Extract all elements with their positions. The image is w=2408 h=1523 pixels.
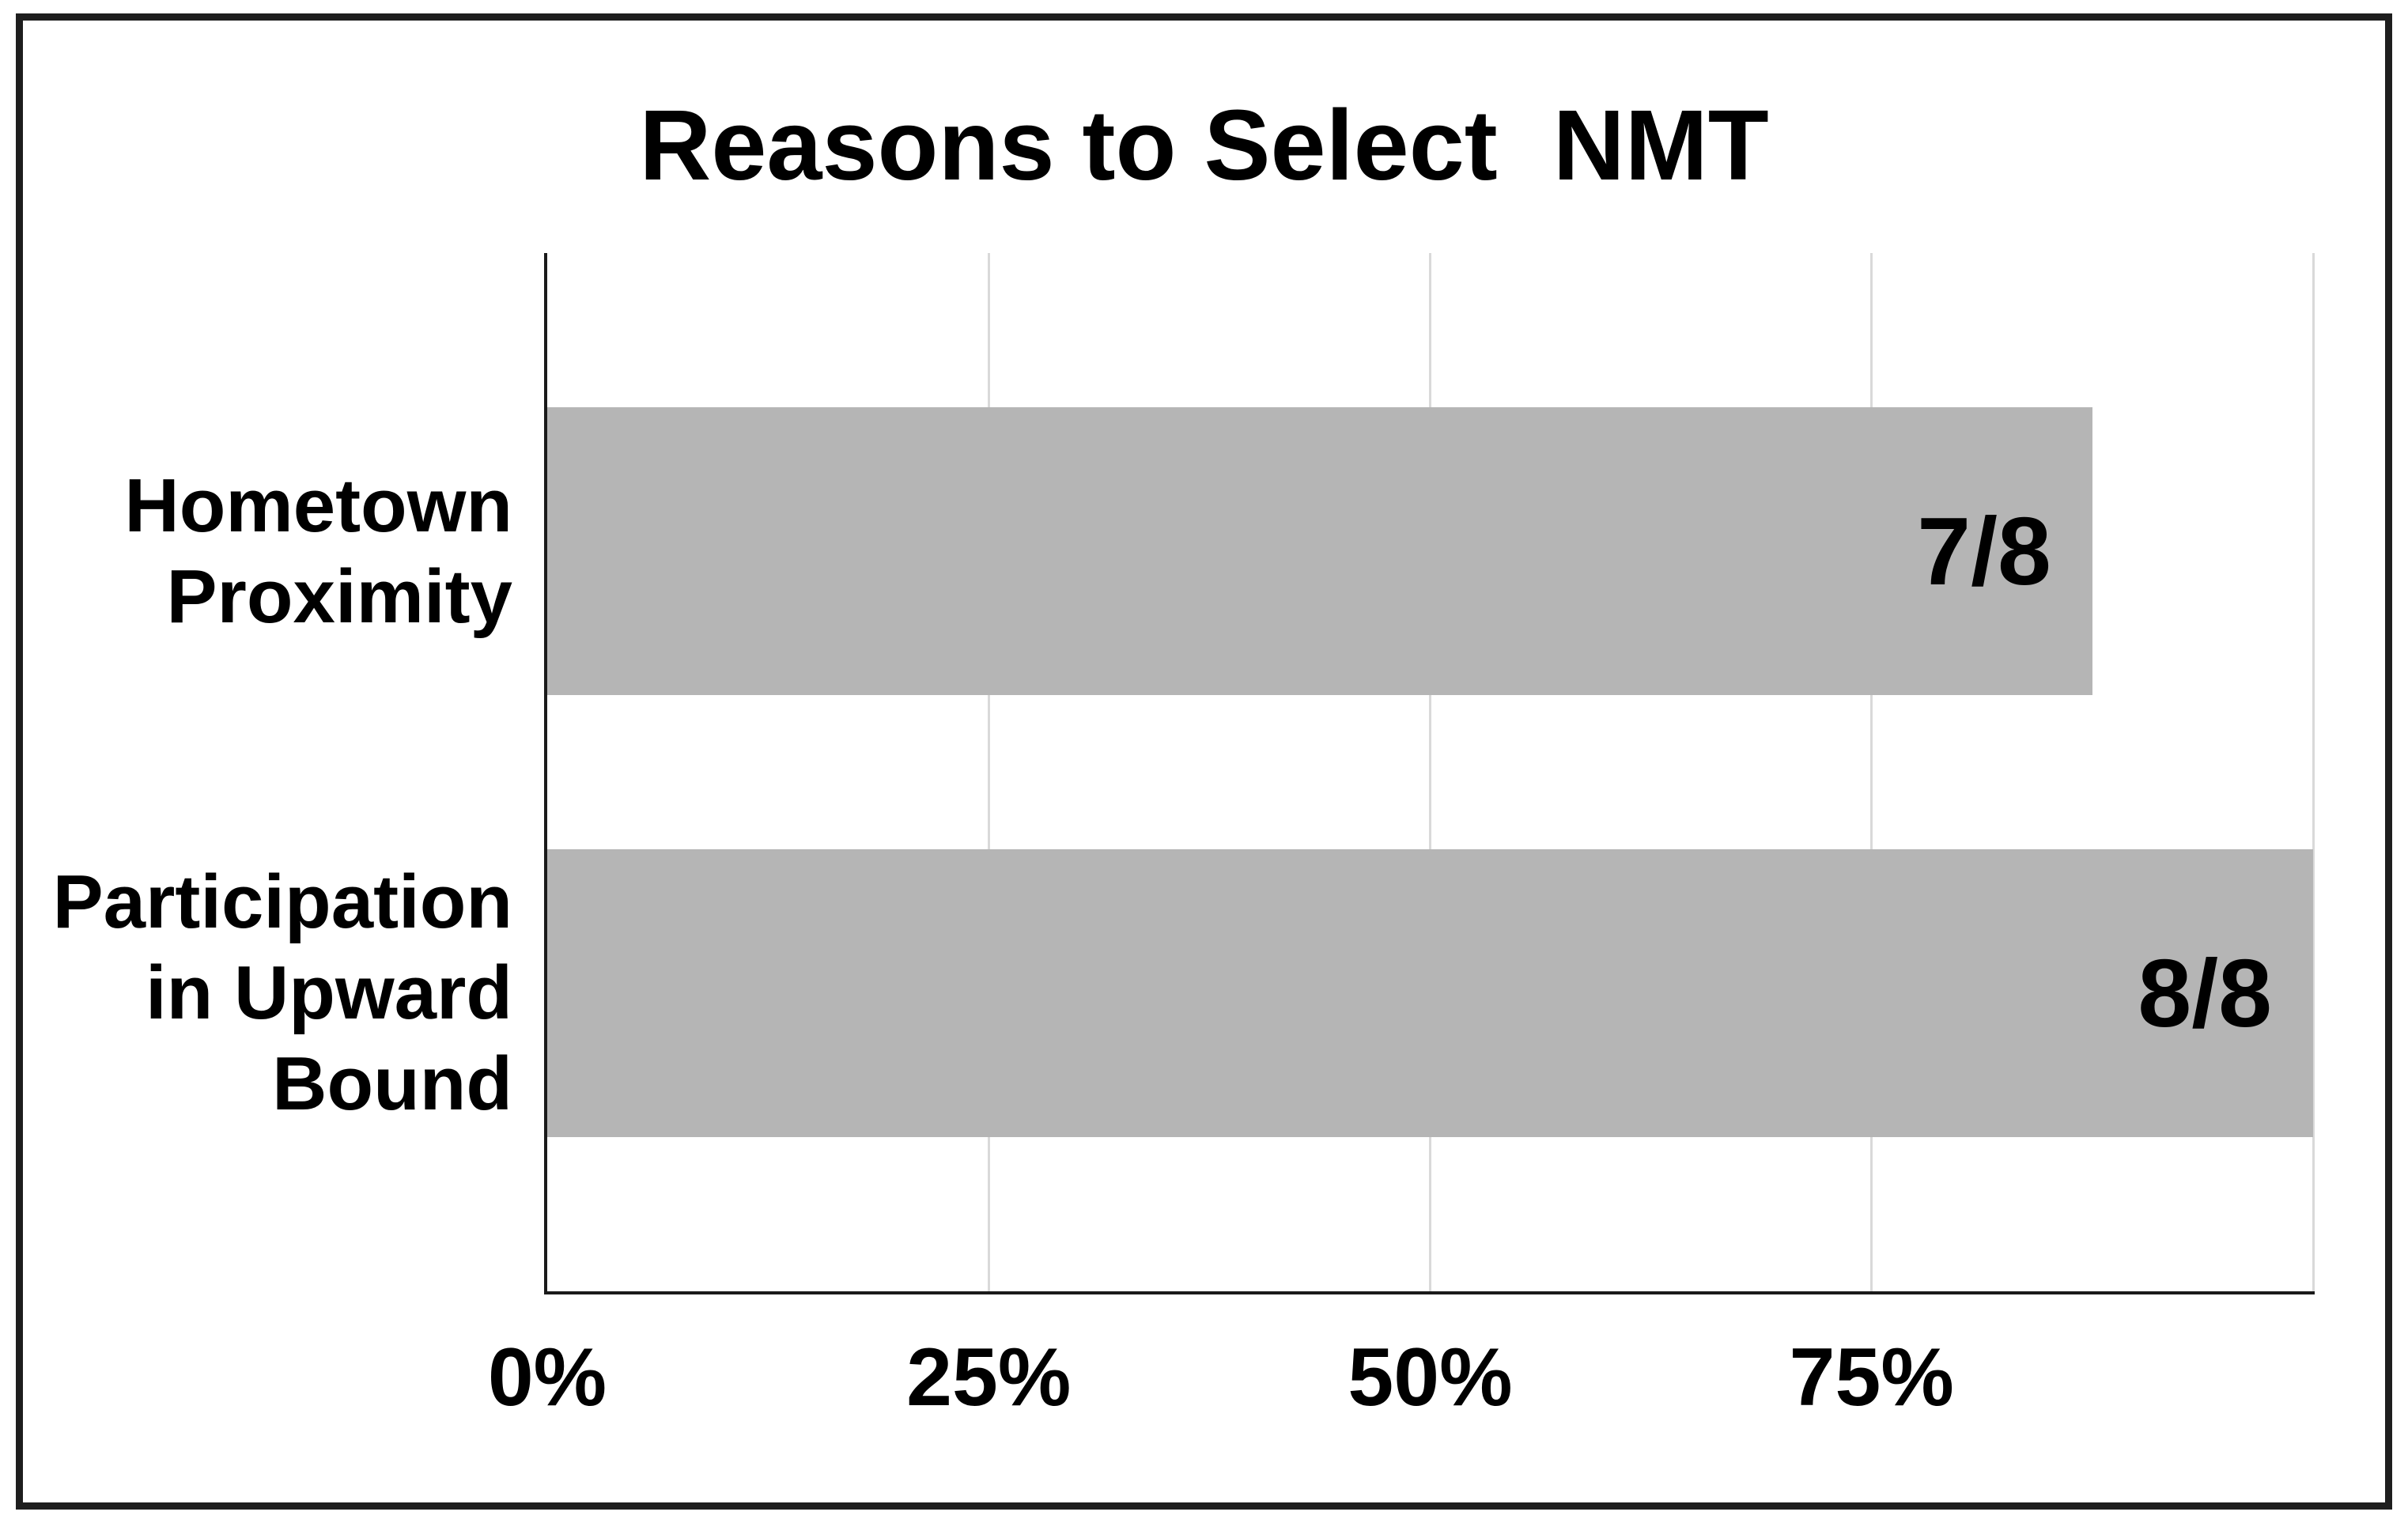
bar-hometown-proximity: 7/8 <box>547 407 2092 695</box>
y-axis-line <box>544 253 547 1294</box>
gridline-50 <box>1429 253 1431 1291</box>
bar-participation-in-upward-bound: 8/8 <box>547 849 2313 1137</box>
chart-title: Reasons to Select NMT <box>639 89 1769 201</box>
x-tick-label-25: 25% <box>906 1332 1072 1423</box>
x-axis-line <box>544 1291 2315 1294</box>
category-label-hometown-proximity: Hometown Proximity <box>124 463 512 639</box>
x-tick-label-75: 75% <box>1789 1332 1954 1423</box>
bar-value-label: 7/8 <box>1917 497 2051 605</box>
category-label-participation-in-upward-bound: Participation in Upward Bound <box>52 860 512 1127</box>
plot-area: 7/8 8/8 <box>547 253 2315 1291</box>
gridline-100 <box>2312 253 2315 1291</box>
bar-value-label: 8/8 <box>2138 939 2272 1047</box>
outer-frame <box>16 13 2392 1510</box>
gridline-25 <box>987 253 990 1291</box>
gridline-75 <box>1870 253 1873 1291</box>
x-tick-label-0: 0% <box>487 1332 607 1423</box>
x-tick-label-50: 50% <box>1348 1332 1513 1423</box>
